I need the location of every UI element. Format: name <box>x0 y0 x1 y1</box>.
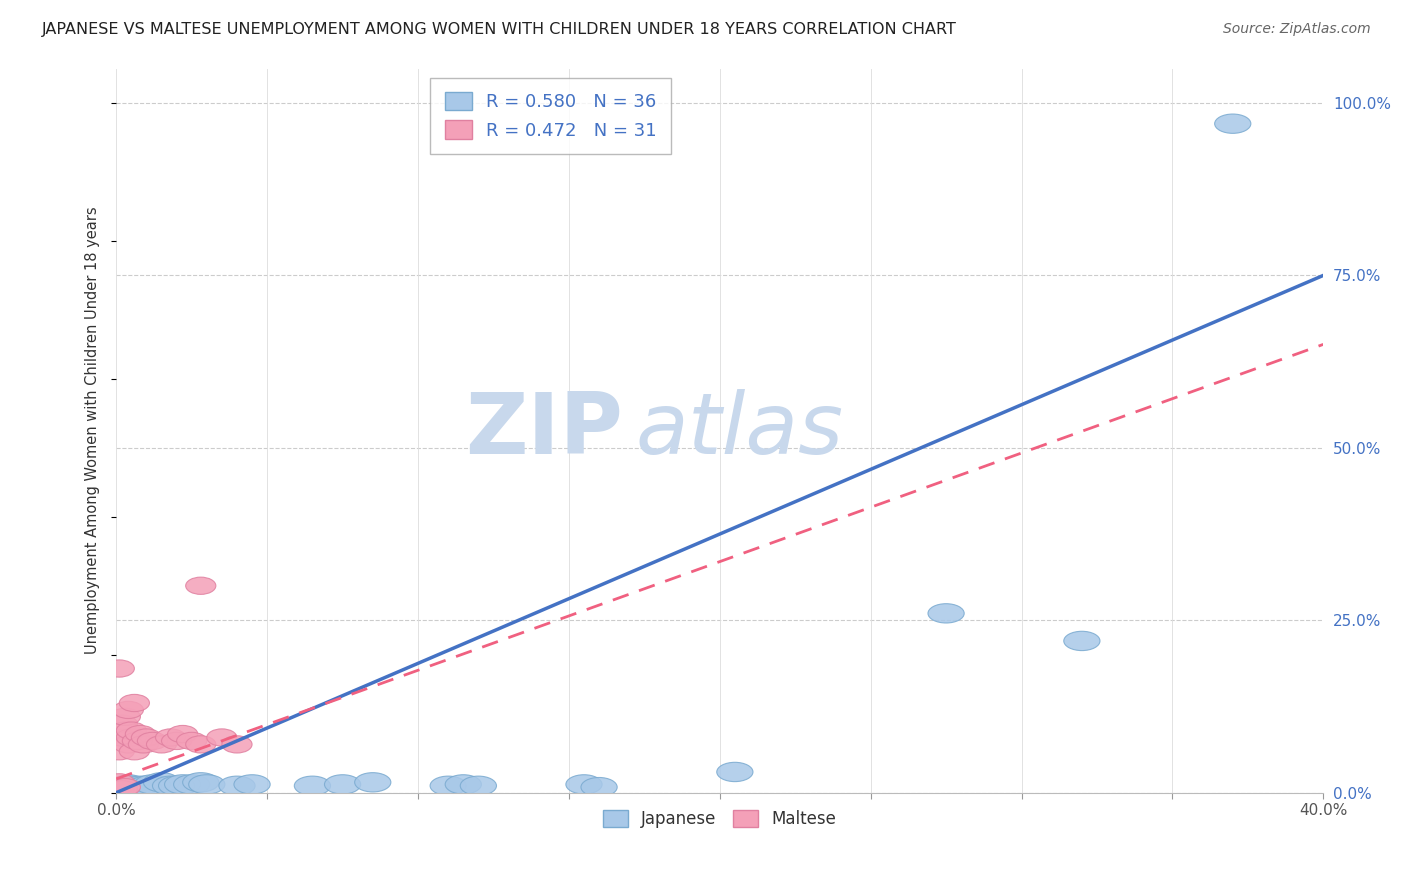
Ellipse shape <box>928 604 965 623</box>
Ellipse shape <box>101 780 138 799</box>
Ellipse shape <box>125 725 156 743</box>
Ellipse shape <box>146 736 177 753</box>
Ellipse shape <box>128 776 165 796</box>
Ellipse shape <box>114 780 149 799</box>
Ellipse shape <box>1215 114 1251 133</box>
Ellipse shape <box>107 715 138 732</box>
Y-axis label: Unemployment Among Women with Children Under 18 years: Unemployment Among Women with Children U… <box>86 207 100 655</box>
Text: Source: ZipAtlas.com: Source: ZipAtlas.com <box>1223 22 1371 37</box>
Ellipse shape <box>110 775 146 794</box>
Legend: Japanese, Maltese: Japanese, Maltese <box>596 804 844 835</box>
Ellipse shape <box>446 775 481 794</box>
Text: atlas: atlas <box>636 389 844 472</box>
Ellipse shape <box>131 729 162 746</box>
Ellipse shape <box>173 775 209 794</box>
Ellipse shape <box>565 775 602 794</box>
Ellipse shape <box>354 772 391 792</box>
Ellipse shape <box>152 776 188 796</box>
Ellipse shape <box>186 577 217 594</box>
Ellipse shape <box>186 736 217 753</box>
Ellipse shape <box>135 775 170 794</box>
Ellipse shape <box>114 736 143 753</box>
Ellipse shape <box>162 732 191 749</box>
Ellipse shape <box>143 772 180 792</box>
Ellipse shape <box>122 776 159 796</box>
Ellipse shape <box>460 776 496 796</box>
Text: ZIP: ZIP <box>465 389 623 472</box>
Ellipse shape <box>104 777 135 795</box>
Ellipse shape <box>183 772 219 792</box>
Ellipse shape <box>107 776 143 796</box>
Ellipse shape <box>1064 632 1099 650</box>
Ellipse shape <box>122 732 152 749</box>
Ellipse shape <box>167 725 198 743</box>
Ellipse shape <box>159 776 194 796</box>
Ellipse shape <box>104 743 135 760</box>
Ellipse shape <box>110 708 141 725</box>
Ellipse shape <box>120 694 149 712</box>
Ellipse shape <box>120 743 149 760</box>
Ellipse shape <box>104 773 135 791</box>
Ellipse shape <box>156 729 186 746</box>
Ellipse shape <box>117 729 146 746</box>
Ellipse shape <box>107 729 138 746</box>
Ellipse shape <box>117 722 146 739</box>
Ellipse shape <box>430 776 467 796</box>
Ellipse shape <box>107 780 143 799</box>
Ellipse shape <box>114 776 149 796</box>
Ellipse shape <box>165 775 201 794</box>
Ellipse shape <box>110 779 141 796</box>
Ellipse shape <box>104 780 141 799</box>
Ellipse shape <box>188 775 225 794</box>
Ellipse shape <box>325 775 361 794</box>
Ellipse shape <box>110 722 141 739</box>
Ellipse shape <box>207 729 238 746</box>
Ellipse shape <box>104 778 141 797</box>
Ellipse shape <box>117 778 152 797</box>
Ellipse shape <box>107 780 138 797</box>
Text: JAPANESE VS MALTESE UNEMPLOYMENT AMONG WOMEN WITH CHILDREN UNDER 18 YEARS CORREL: JAPANESE VS MALTESE UNEMPLOYMENT AMONG W… <box>42 22 957 37</box>
Ellipse shape <box>114 701 143 719</box>
Ellipse shape <box>177 732 207 749</box>
Ellipse shape <box>222 736 252 753</box>
Ellipse shape <box>104 660 135 677</box>
Ellipse shape <box>294 776 330 796</box>
Ellipse shape <box>717 763 754 781</box>
Ellipse shape <box>138 732 167 749</box>
Ellipse shape <box>120 780 156 799</box>
Ellipse shape <box>104 780 135 797</box>
Ellipse shape <box>219 776 254 796</box>
Ellipse shape <box>581 778 617 797</box>
Ellipse shape <box>125 778 162 797</box>
Ellipse shape <box>233 775 270 794</box>
Ellipse shape <box>128 736 159 753</box>
Ellipse shape <box>110 778 146 797</box>
